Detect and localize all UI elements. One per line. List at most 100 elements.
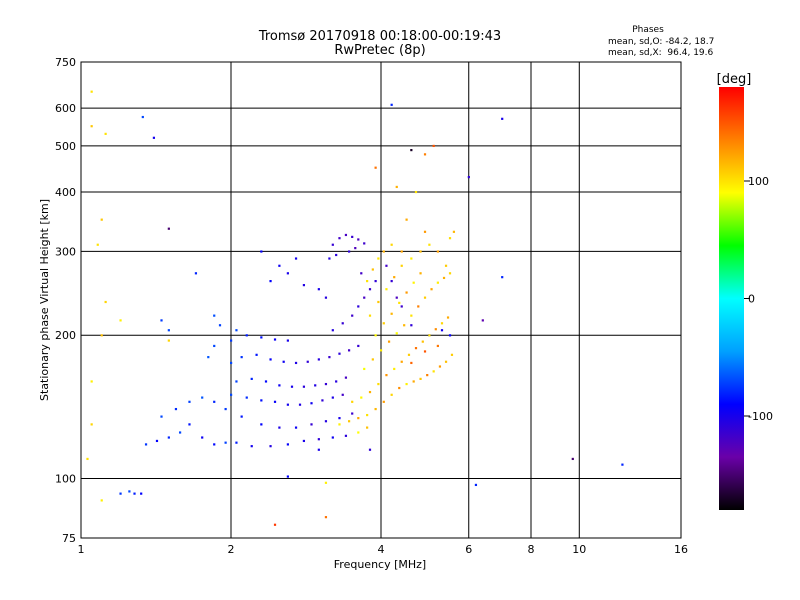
data-point — [448, 237, 452, 240]
data-point — [341, 322, 344, 325]
data-point — [273, 400, 277, 403]
data-point — [213, 400, 216, 403]
data-point — [423, 153, 427, 156]
y-tick-label: 75 — [62, 532, 76, 545]
data-point — [310, 402, 313, 405]
data-point — [398, 301, 401, 304]
data-point — [366, 413, 369, 417]
data-point — [436, 250, 439, 253]
data-point — [310, 423, 313, 426]
data-point — [278, 426, 281, 429]
data-point — [328, 356, 331, 359]
data-point — [324, 382, 328, 386]
data-point — [294, 426, 298, 429]
data-point — [428, 334, 431, 337]
data-point — [423, 296, 427, 299]
data-point — [269, 280, 272, 283]
plot-frame — [80, 61, 682, 539]
data-point — [302, 284, 306, 287]
data-point — [426, 374, 429, 377]
data-point — [377, 300, 380, 304]
data-point — [86, 457, 89, 461]
data-point — [260, 423, 263, 426]
data-point — [377, 382, 380, 386]
data-point — [448, 272, 452, 275]
data-point — [412, 380, 415, 383]
data-point — [368, 448, 372, 451]
data-point — [382, 250, 385, 253]
data-point — [245, 334, 248, 337]
data-point — [444, 264, 448, 267]
data-point — [302, 385, 306, 388]
data-point — [286, 272, 289, 275]
data-point — [444, 360, 448, 363]
data-point — [390, 393, 393, 396]
data-point — [321, 399, 324, 402]
data-point — [119, 492, 122, 495]
data-point — [90, 423, 93, 426]
data-point — [434, 328, 437, 331]
data-point — [331, 329, 334, 332]
data-point — [419, 272, 422, 275]
data-point — [347, 250, 351, 253]
data-point — [452, 230, 456, 233]
x-tick-label: 4 — [378, 543, 385, 556]
data-point — [341, 393, 344, 396]
data-point — [374, 166, 377, 169]
data-point — [201, 396, 204, 399]
data-point — [363, 296, 366, 299]
data-point — [155, 439, 159, 443]
data-point — [390, 243, 393, 246]
data-point — [338, 423, 341, 426]
data-point — [128, 490, 131, 493]
data-point — [167, 436, 170, 439]
data-point — [344, 376, 348, 379]
data-point — [344, 434, 348, 437]
data-point — [382, 322, 385, 325]
data-point — [385, 374, 388, 377]
data-point — [269, 358, 272, 361]
data-point — [374, 407, 377, 411]
data-point — [366, 280, 369, 283]
colorbar-label: [deg] — [717, 72, 752, 87]
data-point — [410, 324, 413, 327]
data-point — [344, 233, 348, 237]
data-point — [144, 443, 148, 446]
x-tick-label: 16 — [674, 543, 688, 556]
data-point — [96, 243, 99, 246]
data-point — [368, 390, 372, 394]
x-axis-ticks: 1 2 4 6 8 10 16 — [78, 543, 689, 556]
data-point — [152, 136, 156, 139]
data-point — [414, 190, 418, 194]
x-axis-label: Frequency [MHz] — [334, 558, 426, 571]
data-point — [338, 352, 341, 355]
y-tick-label: 600 — [55, 102, 76, 115]
data-point — [207, 356, 210, 359]
data-point — [410, 314, 413, 317]
grid — [80, 61, 682, 539]
colorbar-tick-label: 0 — [748, 293, 755, 306]
data-point — [90, 90, 93, 93]
data-point — [324, 481, 328, 484]
data-point — [260, 336, 263, 339]
data-point — [324, 296, 328, 299]
data-point — [178, 431, 182, 434]
data-point — [328, 257, 331, 260]
data-point — [382, 400, 385, 403]
data-point — [317, 448, 320, 451]
data-point — [357, 238, 360, 241]
data-point — [213, 443, 216, 446]
colorbar-tick-label: -100 — [748, 410, 773, 423]
data-point — [442, 276, 446, 280]
y-tick-label: 100 — [55, 473, 76, 486]
data-point — [410, 257, 413, 260]
data-point — [273, 523, 277, 526]
colorbar-ticks: 100 0 -100 — [744, 175, 773, 423]
data-point — [419, 250, 422, 253]
data-point — [436, 281, 439, 284]
data-point — [282, 360, 285, 363]
y-tick-label: 750 — [55, 56, 76, 69]
data-point — [621, 463, 624, 466]
data-point — [188, 400, 191, 403]
